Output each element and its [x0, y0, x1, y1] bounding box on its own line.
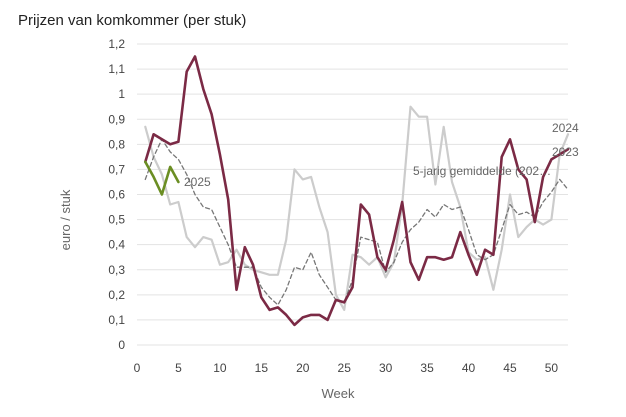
chart-title: Prijzen van komkommer (per stuk): [18, 12, 246, 29]
y-tick-label: 0,8: [108, 137, 125, 151]
x-tick-label: 0: [134, 361, 141, 375]
y-tick-label: 0,7: [108, 162, 125, 176]
x-tick-label: 40: [462, 361, 476, 375]
x-tick-label: 10: [213, 361, 227, 375]
y-tick-label: 0: [118, 338, 125, 352]
x-tick-labels: 0 5 10 15 20 25 30 35 40 45 50: [134, 361, 559, 375]
y-tick-label: 1: [118, 87, 125, 101]
y-tick-label: 1,1: [108, 62, 125, 76]
y-tick-label: 0,3: [108, 263, 125, 277]
y-tick-label: 0,1: [108, 313, 125, 327]
y-tick-label: 0,4: [108, 238, 125, 252]
x-tick-label: 25: [338, 361, 352, 375]
series-line-3: [144, 160, 180, 196]
series-labels: 5-jarig gemiddelde (202… 2024 2023 2025: [184, 121, 579, 189]
gridlines: [137, 43, 568, 346]
series-lines: [144, 55, 570, 327]
series-label: 2023: [552, 145, 579, 159]
y-tick-label: 1,2: [108, 37, 125, 51]
x-tick-label: 50: [545, 361, 559, 375]
x-tick-label: 35: [420, 361, 434, 375]
y-tick-label: 0,9: [108, 112, 125, 126]
series-label: 5-jarig gemiddelde (202…: [413, 164, 551, 178]
y-axis-label: euro / stuk: [58, 189, 73, 250]
x-tick-label: 30: [379, 361, 393, 375]
series-line-2: [144, 55, 570, 327]
x-tick-label: 45: [503, 361, 517, 375]
y-tick-labels: 0 0,1 0,2 0,3 0,4 0,5 0,6 0,7 0,8 0,9 1 1,1 1,2: [108, 37, 125, 352]
x-axis-label: Week: [322, 386, 355, 401]
y-tick-label: 0,2: [108, 288, 125, 302]
y-tick-label: 0,5: [108, 213, 125, 227]
series-label: 2025: [184, 175, 211, 189]
x-tick-label: 20: [296, 361, 310, 375]
series-label: 2024: [552, 121, 579, 135]
y-tick-label: 0,6: [108, 188, 125, 202]
x-tick-label: 5: [175, 361, 182, 375]
x-tick-label: 15: [255, 361, 269, 375]
